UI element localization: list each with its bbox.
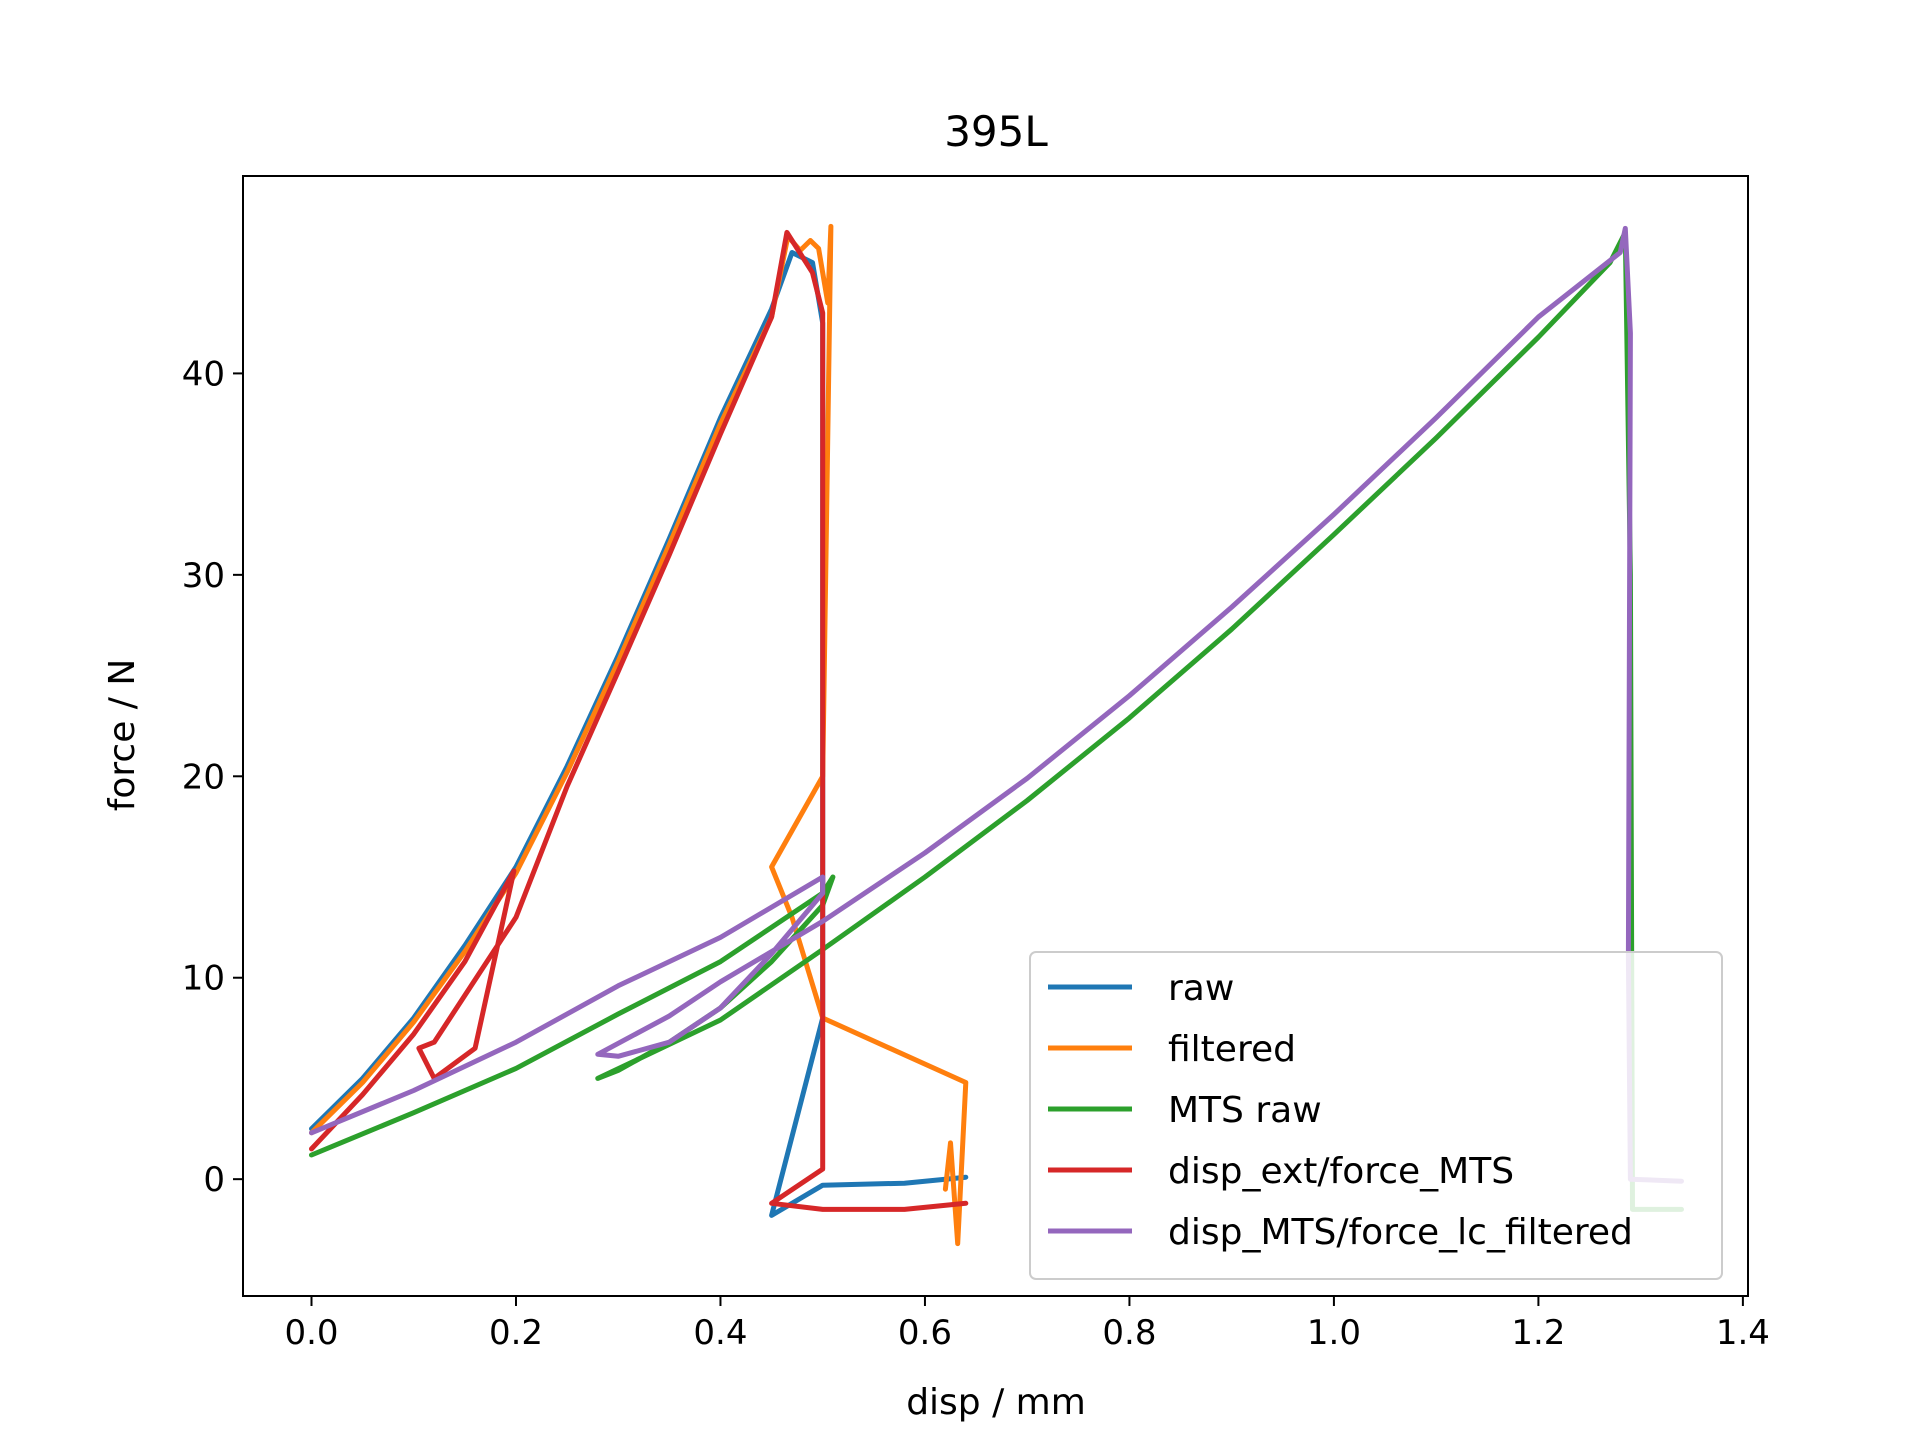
axes-frame: [242, 175, 1749, 1297]
x-tick-label: 1.0: [1307, 1313, 1361, 1353]
legend-label-0: raw: [1168, 968, 1234, 1009]
legend-label-4: disp_MTS/force_lc_filtered: [1168, 1212, 1633, 1253]
legend-label-1: filtered: [1168, 1029, 1296, 1070]
y-tick-label: 10: [182, 959, 225, 999]
y-axis-label: force / N: [102, 659, 143, 812]
legend-label-2: MTS raw: [1168, 1090, 1322, 1131]
x-tick-label: 0.8: [1102, 1313, 1156, 1353]
axes: 0.0 0.2 0.4 0.6 0.8 1.0 1.2 1.4 0 10 20 30 40: [182, 175, 1770, 1353]
series-line-4: [309, 225, 1684, 1184]
x-tick-label: 1.4: [1716, 1313, 1770, 1353]
legend-box: [1029, 951, 1723, 1280]
chart-title: 395L: [944, 107, 1048, 156]
x-tick-label: 0.0: [284, 1313, 338, 1353]
x-axis-label: disp / mm: [906, 1382, 1086, 1423]
y-tick-label: 20: [182, 757, 225, 797]
series-line-2: [309, 229, 1684, 1212]
x-tick-label: 0.4: [693, 1313, 747, 1353]
y-tick-label: 0: [203, 1160, 225, 1200]
x-tick-label: 1.2: [1511, 1313, 1565, 1353]
y-tick-label: 40: [182, 354, 225, 394]
plot-area: [309, 223, 1684, 1247]
y-tick-label: 30: [182, 556, 225, 596]
x-tick-label: 0.6: [898, 1313, 952, 1353]
legend-label-3: disp_ext/force_MTS: [1168, 1151, 1514, 1192]
legend: raw filtered MTS raw disp_ext/force_MTSdisp…: [1029, 951, 1723, 1280]
x-tick-label: 0.2: [489, 1313, 543, 1353]
series-line-3: [309, 229, 969, 1212]
